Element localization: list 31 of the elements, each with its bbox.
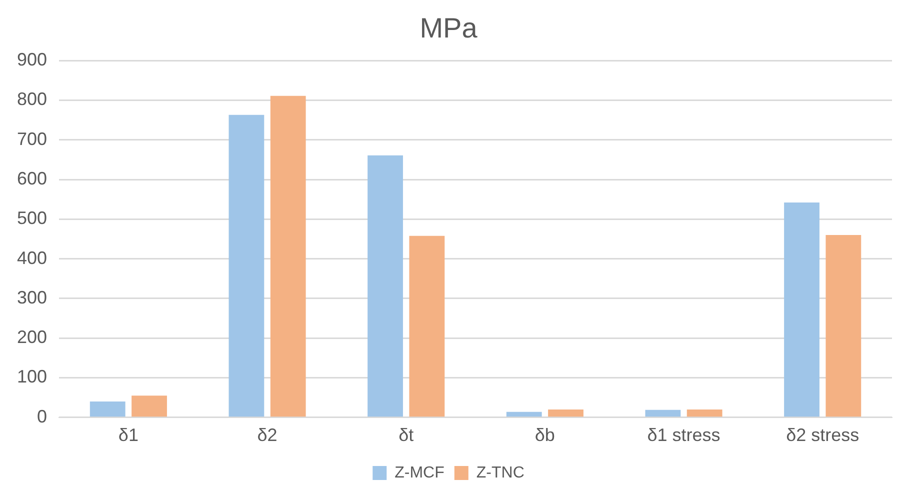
y-tick-label: 700: [16, 128, 48, 149]
bar: [132, 396, 167, 417]
y-tick-label: 500: [16, 208, 48, 228]
y-tick-label: 300: [16, 287, 48, 308]
x-tick-label: δ2: [257, 425, 278, 446]
y-tick-label: 0: [37, 406, 48, 426]
y-tick-label: 100: [16, 366, 48, 387]
y-tick-label: 600: [16, 168, 48, 188]
y-tick-label: 800: [16, 89, 48, 110]
x-tick-label: δ2 stress: [786, 425, 860, 446]
x-tick-label: δ1: [118, 425, 138, 446]
y-tick-label: 400: [16, 248, 48, 268]
bar: [506, 412, 542, 417]
bar: [645, 410, 681, 417]
bar: [90, 402, 126, 417]
bar: [826, 235, 862, 417]
y-tick-label: 900: [16, 50, 48, 70]
bar: [409, 236, 445, 417]
bar: [270, 96, 306, 417]
legend-label: Z-MCF: [394, 464, 445, 482]
bar: [686, 409, 722, 417]
chart-title: MPa: [420, 12, 478, 44]
y-tick-label: 200: [16, 327, 48, 348]
bar: [368, 155, 403, 417]
bar: [784, 202, 820, 417]
x-tick-label: δ1 stress: [647, 425, 720, 446]
x-tick-label: δb: [534, 425, 555, 446]
bar: [548, 409, 584, 417]
legend-label: Z-TNC: [476, 464, 524, 482]
bar: [228, 114, 264, 417]
x-tick-label: δt: [398, 425, 414, 446]
